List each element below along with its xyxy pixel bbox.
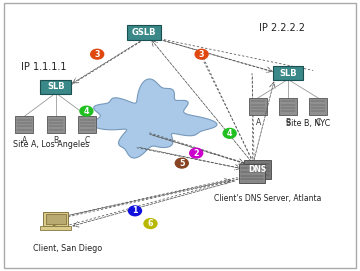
- Circle shape: [175, 158, 188, 168]
- Text: IP 1.1.1.1: IP 1.1.1.1: [21, 62, 66, 72]
- FancyBboxPatch shape: [239, 164, 265, 183]
- FancyBboxPatch shape: [15, 116, 33, 133]
- FancyBboxPatch shape: [78, 116, 96, 133]
- Text: 3: 3: [94, 50, 100, 59]
- Circle shape: [190, 148, 203, 158]
- Polygon shape: [92, 79, 217, 158]
- Circle shape: [91, 49, 104, 59]
- Text: DNS: DNS: [249, 164, 267, 174]
- Circle shape: [129, 206, 141, 216]
- Text: Client, San Diego: Client, San Diego: [33, 244, 103, 253]
- FancyBboxPatch shape: [309, 98, 327, 115]
- Text: Site A, Los Angeles: Site A, Los Angeles: [13, 140, 90, 150]
- Text: 1: 1: [132, 206, 138, 215]
- Circle shape: [195, 49, 208, 59]
- FancyBboxPatch shape: [279, 98, 297, 115]
- Text: GSLB: GSLB: [132, 28, 156, 37]
- Text: SLB: SLB: [279, 69, 297, 78]
- Text: Site B, NYC: Site B, NYC: [286, 119, 330, 128]
- Text: 2: 2: [193, 149, 199, 158]
- Text: Client's DNS Server, Atlanta: Client's DNS Server, Atlanta: [214, 194, 321, 203]
- FancyBboxPatch shape: [273, 66, 303, 80]
- FancyBboxPatch shape: [244, 160, 271, 179]
- FancyBboxPatch shape: [127, 25, 161, 40]
- FancyBboxPatch shape: [40, 226, 71, 230]
- Text: IP 2.2.2.2: IP 2.2.2.2: [259, 24, 305, 33]
- Text: 5: 5: [179, 159, 185, 168]
- FancyBboxPatch shape: [249, 98, 267, 115]
- FancyBboxPatch shape: [46, 214, 66, 224]
- FancyBboxPatch shape: [43, 212, 68, 226]
- Text: B: B: [53, 136, 58, 145]
- Text: 6: 6: [148, 219, 153, 228]
- Text: 4: 4: [227, 129, 233, 138]
- Text: B: B: [285, 118, 291, 127]
- Text: C: C: [85, 136, 90, 145]
- Text: A: A: [22, 136, 27, 145]
- Text: C: C: [315, 118, 320, 127]
- FancyBboxPatch shape: [47, 116, 65, 133]
- Text: SLB: SLB: [47, 82, 64, 91]
- Circle shape: [223, 128, 236, 138]
- FancyBboxPatch shape: [40, 80, 71, 94]
- Circle shape: [80, 106, 93, 116]
- Text: 4: 4: [84, 107, 89, 116]
- Text: A: A: [256, 118, 261, 127]
- Text: 3: 3: [199, 50, 204, 59]
- Circle shape: [144, 219, 157, 228]
